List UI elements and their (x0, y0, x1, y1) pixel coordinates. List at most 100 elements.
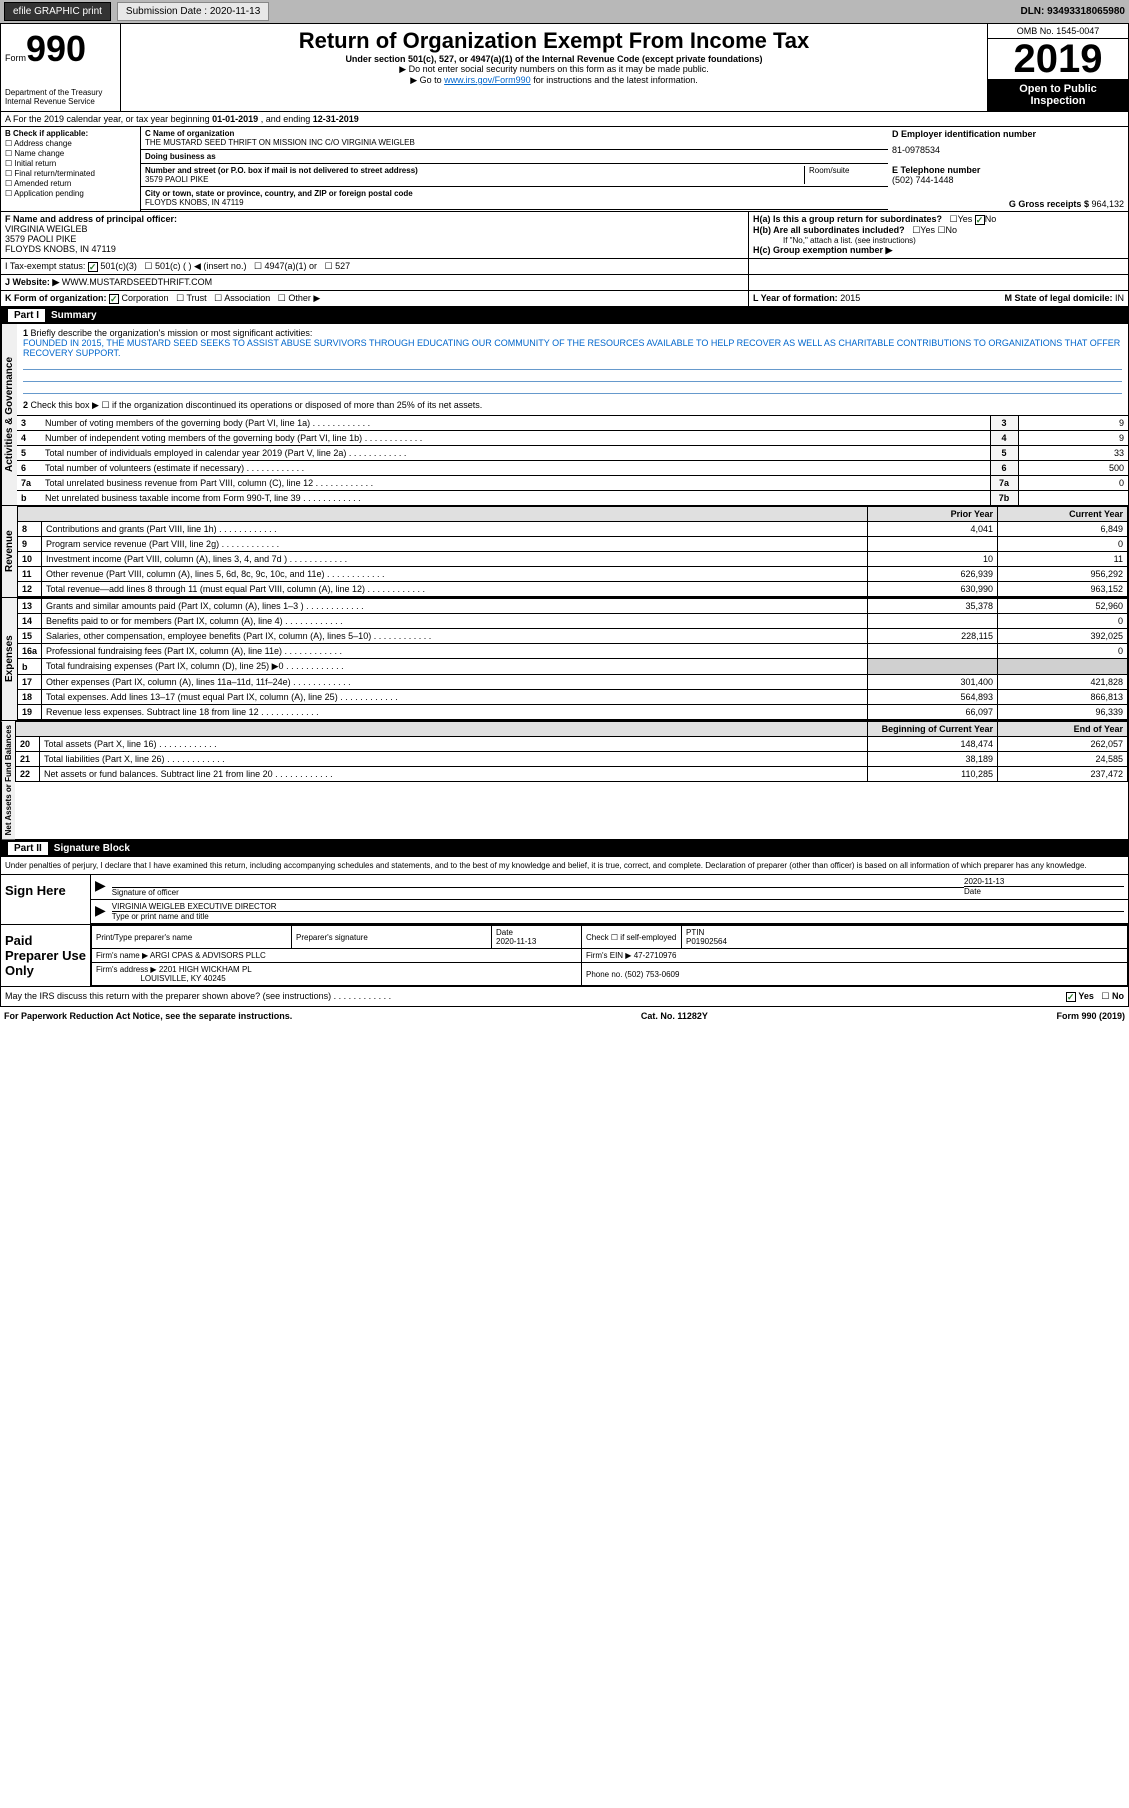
prep-sig-lbl: Preparer's signature (292, 926, 492, 949)
firm-city: LOUISVILLE, KY 40245 (140, 974, 225, 983)
ha-no-check[interactable] (975, 215, 985, 225)
table-row: 13Grants and similar amounts paid (Part … (18, 599, 1128, 614)
expenses-section: Expenses 13Grants and similar amounts pa… (0, 598, 1129, 721)
row-f-h: F Name and address of principal officer:… (0, 212, 1129, 259)
sig-date-lbl: Date (964, 886, 1124, 896)
form-title: Return of Organization Exempt From Incom… (129, 28, 979, 54)
addr-val: 3579 PAOLI PIKE (145, 175, 208, 184)
table-row: 12Total revenue—add lines 8 through 11 (… (18, 582, 1128, 597)
firm-lbl: Firm's name ▶ (96, 951, 148, 960)
discuss-text: May the IRS discuss this return with the… (5, 991, 391, 1002)
firm-ein-lbl: Firm's EIN ▶ (586, 951, 631, 960)
gross-receipts: G Gross receipts $ 964,132 (892, 199, 1124, 209)
revenue-side: Revenue (1, 506, 17, 597)
governance-side: Activities & Governance (1, 324, 17, 505)
chk-final[interactable]: ☐ Final return/terminated (5, 169, 136, 178)
lbl-501c: 501(c) ( ) ◀ (insert no.) (155, 261, 246, 271)
efile-btn[interactable]: efile GRAPHIC print (4, 2, 111, 21)
period-pre: A For the 2019 calendar year, or tax yea… (5, 114, 212, 124)
firm-phone: (502) 753-0609 (625, 970, 680, 979)
prep-self-emp: Check ☐ if self-employed (582, 926, 682, 949)
hb-yes[interactable]: Yes (920, 225, 935, 235)
firm-ein-cell: Firm's EIN ▶ 47-2710976 (582, 949, 1128, 963)
phone: (502) 744-1448 (892, 175, 1124, 185)
governance-body: 1 Briefly describe the organization's mi… (17, 324, 1128, 505)
open-inspection: Open to Public Inspection (988, 79, 1128, 111)
chk-corp[interactable] (109, 294, 119, 304)
prep-row-2: Firm's name ▶ ARGI CPAS & ADVISORS PLLC … (92, 949, 1128, 963)
ha-row: H(a) Is this a group return for subordin… (753, 214, 1124, 225)
ha-yes[interactable]: Yes (958, 214, 973, 224)
discuss-answer: Yes ☐ No (1066, 991, 1124, 1002)
arrow-icon-2: ▶ (95, 902, 106, 921)
discuss-row: May the IRS discuss this return with the… (1, 986, 1128, 1006)
lbl-corp: Corporation (122, 293, 169, 303)
blue-line-2 (23, 370, 1122, 382)
dba-lbl: Doing business as (145, 152, 884, 161)
irs-link[interactable]: www.irs.gov/Form990 (444, 75, 531, 85)
governance-table: 3Number of voting members of the governi… (17, 415, 1128, 505)
part1-label: Part I (8, 309, 45, 322)
submission-date: Submission Date : 2020-11-13 (117, 2, 269, 21)
table-row: 9Program service revenue (Part VIII, lin… (18, 537, 1128, 552)
hb-no[interactable]: No (946, 225, 958, 235)
mission-text: FOUNDED IN 2015, THE MUSTARD SEED SEEKS … (23, 338, 1120, 358)
period-begin: 01-01-2019 (212, 114, 258, 124)
m-lbl: M State of legal domicile: (1004, 293, 1115, 303)
firm-addr-cell: Firm's address ▶ 2201 HIGH WICKHAM PL LO… (92, 963, 582, 986)
sig-officer-cell: Signature of officer (112, 877, 964, 897)
table-row: 21Total liabilities (Part X, line 26)38,… (16, 752, 1128, 767)
table-row: 10Investment income (Part VIII, column (… (18, 552, 1128, 567)
prep-name-lbl: Print/Type preparer's name (92, 926, 292, 949)
table-row: 19Revenue less expenses. Subtract line 1… (18, 705, 1128, 720)
table-row: 17Other expenses (Part IX, column (A), l… (18, 675, 1128, 690)
firm-addr-lbl: Firm's address ▶ (96, 965, 157, 974)
chk-initial[interactable]: ☐ Initial return (5, 159, 136, 168)
chk-name[interactable]: ☐ Name change (5, 149, 136, 158)
sig-officer-lbl: Signature of officer (112, 887, 964, 897)
chk-address[interactable]: ☐ Address change (5, 139, 136, 148)
website-row: J Website: ▶ WWW.MUSTARDSEEDTHRIFT.COM (1, 275, 748, 290)
web-empty (748, 275, 1128, 290)
netassets-table: Beginning of Current YearEnd of Year20To… (15, 721, 1128, 782)
group-return-box: H(a) Is this a group return for subordin… (748, 212, 1128, 258)
part2-label: Part II (8, 842, 48, 855)
table-row: bNet unrelated business taxable income f… (17, 491, 1128, 506)
signature-block: Under penalties of perjury, I declare th… (0, 857, 1129, 1007)
goto-post: for instructions and the latest informat… (531, 75, 698, 85)
period-end: 12-31-2019 (313, 114, 359, 124)
table-row: 5Total number of individuals employed in… (17, 446, 1128, 461)
revenue-section: Revenue Prior YearCurrent Year8Contribut… (0, 506, 1129, 598)
ha-lbl: H(a) Is this a group return for subordin… (753, 214, 942, 224)
sign-here-label: Sign Here (1, 875, 91, 924)
prep-date: 2020-11-13 (496, 937, 536, 946)
blue-line-3 (23, 382, 1122, 394)
expenses-body: 13Grants and similar amounts paid (Part … (17, 598, 1128, 720)
part2-header: Part IISignature Block (0, 840, 1129, 857)
paid-prep-body: Print/Type preparer's name Preparer's si… (91, 925, 1128, 986)
prep-row-3: Firm's address ▶ 2201 HIGH WICKHAM PL LO… (92, 963, 1128, 986)
city-row: City or town, state or province, country… (141, 187, 888, 210)
chk-pending[interactable]: ☐ Application pending (5, 189, 136, 198)
discuss-yes: Yes (1078, 991, 1094, 1001)
table-row: 4Number of independent voting members of… (17, 431, 1128, 446)
table-row: bTotal fundraising expenses (Part IX, co… (18, 659, 1128, 675)
chk-amended-lbl: Amended return (14, 179, 71, 188)
sig-officer-line: ▶ Signature of officer 2020-11-13Date (91, 875, 1128, 900)
chk-501c3[interactable] (88, 262, 98, 272)
row-i-tax: I Tax-exempt status: 501(c)(3) ☐ 501(c) … (0, 259, 1129, 275)
section-b-row: B Check if applicable: ☐ Address change … (0, 127, 1129, 212)
sig-name: VIRGINIA WEIGLEB EXECUTIVE DIRECTOR (112, 902, 277, 911)
discuss-yes-chk[interactable] (1066, 992, 1076, 1002)
org-name-lbl: C Name of organization (145, 129, 884, 138)
expenses-table: 13Grants and similar amounts paid (Part … (17, 598, 1128, 720)
chk-amended[interactable]: ☐ Amended return (5, 179, 136, 188)
form-org: K Form of organization: Corporation ☐ Tr… (1, 291, 748, 306)
table-row: 15Salaries, other compensation, employee… (18, 629, 1128, 644)
form-number: 990 (26, 28, 86, 69)
part1-title: Summary (51, 310, 97, 321)
row-k: K Form of organization: Corporation ☐ Tr… (0, 291, 1129, 307)
footer-mid: Cat. No. 11282Y (641, 1011, 708, 1021)
footer-left: For Paperwork Reduction Act Notice, see … (4, 1011, 292, 1021)
sign-here-body: ▶ Signature of officer 2020-11-13Date ▶ … (91, 875, 1128, 924)
